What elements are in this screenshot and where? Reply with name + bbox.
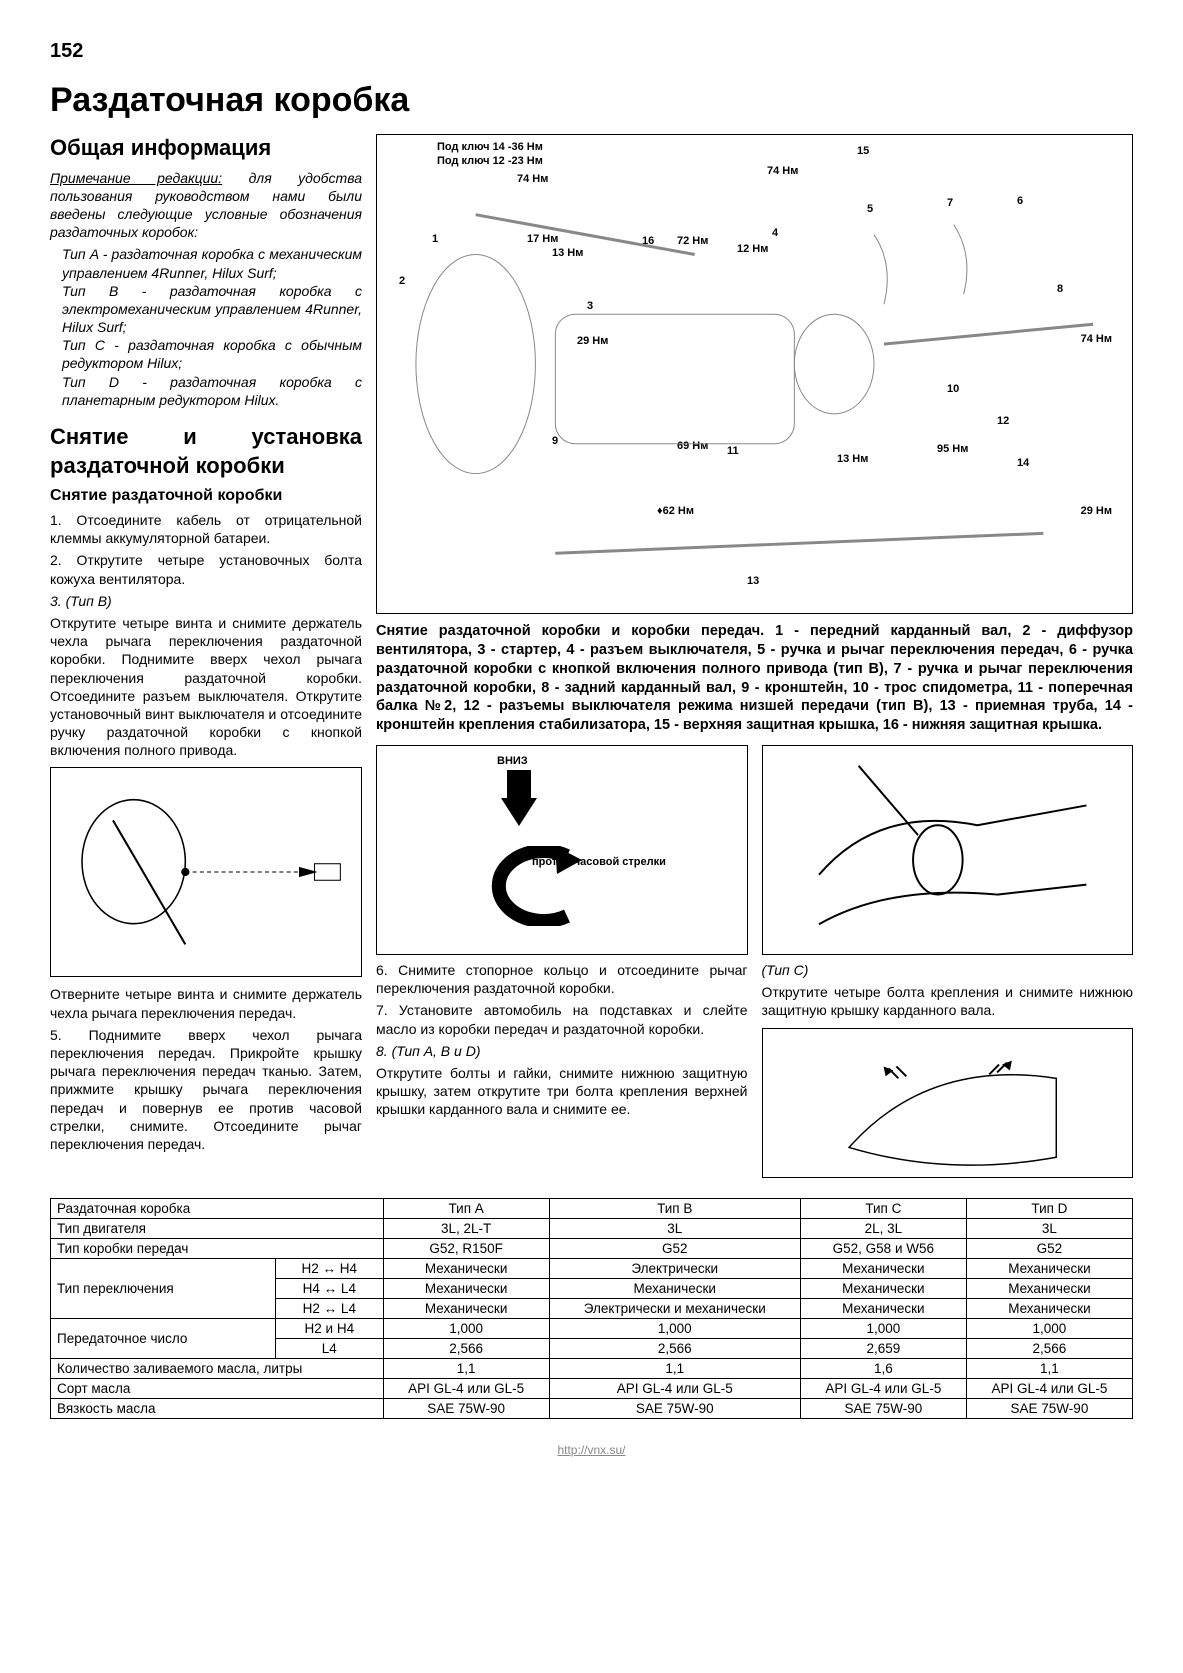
type-c: Тип C - раздаточная коробка с обычным ре… bbox=[62, 336, 362, 372]
tip-c-text: Открутите четыре болта крепления и сними… bbox=[762, 983, 1134, 1019]
cell: API GL-4 или GL-5 bbox=[800, 1378, 966, 1398]
row-switch-label: Тип переключения bbox=[51, 1258, 276, 1318]
cell: SAE 75W-90 bbox=[549, 1398, 800, 1418]
diagram-lever-removal bbox=[50, 767, 362, 977]
cell: 1,000 bbox=[800, 1318, 966, 1338]
cell: H2 ↔ H4 bbox=[276, 1258, 384, 1278]
editor-note: Примечание редакции: для удобства пользо… bbox=[50, 169, 362, 242]
cell: SAE 75W-90 bbox=[800, 1398, 966, 1418]
tip-c-label: (Тип C) bbox=[762, 961, 1134, 979]
cell: 3L bbox=[549, 1218, 800, 1238]
cell: Механически bbox=[383, 1258, 549, 1278]
cell: Механически bbox=[383, 1278, 549, 1298]
step-8-head: 8. (Тип A, B и D) bbox=[376, 1043, 481, 1059]
cell: Механически bbox=[966, 1298, 1132, 1318]
th-transfer: Раздаточная коробка bbox=[51, 1198, 384, 1218]
type-d: Тип D - раздаточная коробка с планетарны… bbox=[62, 373, 362, 409]
cell: 1,000 bbox=[549, 1318, 800, 1338]
cell: 1,1 bbox=[383, 1358, 549, 1378]
type-a: Тип A - раздаточная коробка с механическ… bbox=[62, 245, 362, 281]
cell: 1,000 bbox=[966, 1318, 1132, 1338]
cell: API GL-4 или GL-5 bbox=[966, 1378, 1132, 1398]
type-b: Тип B - раздаточная коробка с электромех… bbox=[62, 282, 362, 337]
footer-link[interactable]: http://vnx.su/ bbox=[50, 1443, 1133, 1457]
cell: Механически bbox=[383, 1298, 549, 1318]
cell: L4 bbox=[276, 1338, 384, 1358]
arrow-label-down: ВНИЗ bbox=[497, 754, 528, 768]
main-diagram-caption: Снятие раздаточной коробки и коробки пер… bbox=[376, 622, 1133, 735]
th-type-c: Тип C bbox=[800, 1198, 966, 1218]
cell: Механически bbox=[966, 1278, 1132, 1298]
cell: H2 ↔ L4 bbox=[276, 1298, 384, 1318]
cell: 1,1 bbox=[549, 1358, 800, 1378]
cell: Механически bbox=[800, 1258, 966, 1278]
cell: Электрически bbox=[549, 1258, 800, 1278]
cell: 2,566 bbox=[549, 1338, 800, 1358]
step-2: 2. Открутите четыре установочных болта к… bbox=[50, 551, 362, 587]
cell: 1,1 bbox=[966, 1358, 1132, 1378]
cell: Механически bbox=[800, 1298, 966, 1318]
row-viscosity-label: Вязкость масла bbox=[51, 1398, 384, 1418]
cell: API GL-4 или GL-5 bbox=[383, 1378, 549, 1398]
sub-heading-removal: Снятие раздаточной коробки bbox=[50, 486, 362, 507]
cell: G52 bbox=[966, 1238, 1132, 1258]
diagram-cover-bolts bbox=[762, 1028, 1134, 1178]
cell: Механически bbox=[966, 1258, 1132, 1278]
diagram-arrow-ccw: ВНИЗ против часовой стрелки bbox=[376, 745, 748, 955]
arrow-label-ccw: против часовой стрелки bbox=[532, 856, 666, 868]
th-type-d: Тип D bbox=[966, 1198, 1132, 1218]
cell: G52 bbox=[549, 1238, 800, 1258]
section-heading-general: Общая информация bbox=[50, 134, 362, 163]
step-3-body: Открутите четыре винта и снимите держате… bbox=[50, 614, 362, 760]
cell: API GL-4 или GL-5 bbox=[549, 1378, 800, 1398]
editor-note-lead: Примечание редакции: bbox=[50, 170, 222, 186]
step-6: 6. Снимите стопорное кольцо и отсоединит… bbox=[376, 961, 748, 997]
step-3-head: 3. (Тип B) bbox=[50, 593, 112, 609]
step-7: 7. Установите автомобиль на подставках и… bbox=[376, 1001, 748, 1037]
cell: G52, G58 и W56 bbox=[800, 1238, 966, 1258]
cell: SAE 75W-90 bbox=[966, 1398, 1132, 1418]
row-engine-label: Тип двигателя bbox=[51, 1218, 384, 1238]
cell: Механически bbox=[549, 1278, 800, 1298]
cell: 1,000 bbox=[383, 1318, 549, 1338]
row-ratio-label: Передаточное число bbox=[51, 1318, 276, 1358]
cell: Электрически и механически bbox=[549, 1298, 800, 1318]
cell: G52, R150F bbox=[383, 1238, 549, 1258]
step-1: 1. Отсоедините кабель от отрицательной к… bbox=[50, 511, 362, 547]
page-number: 152 bbox=[50, 40, 1133, 63]
cell: 2,659 bbox=[800, 1338, 966, 1358]
section-heading-removal: Снятие и установка раздаточной коробки bbox=[50, 423, 362, 480]
row-grade-label: Сорт масла bbox=[51, 1378, 384, 1398]
cell: 2L, 3L bbox=[800, 1218, 966, 1238]
th-type-b: Тип B bbox=[549, 1198, 800, 1218]
row-oilqty-label: Количество заливаемого масла, литры bbox=[51, 1358, 384, 1378]
cell: H4 ↔ L4 bbox=[276, 1278, 384, 1298]
th-type-a: Тип A bbox=[383, 1198, 549, 1218]
step-8-body: Открутите болты и гайки, снимите нижнюю … bbox=[376, 1064, 748, 1119]
cell: SAE 75W-90 bbox=[383, 1398, 549, 1418]
diagram-ring-removal bbox=[762, 745, 1134, 955]
cell: Механически bbox=[800, 1278, 966, 1298]
cell: 2,566 bbox=[383, 1338, 549, 1358]
step-4: Отверните четыре винта и снимите держате… bbox=[50, 985, 362, 1021]
cell: 3L, 2L-T bbox=[383, 1218, 549, 1238]
cell: H2 и H4 bbox=[276, 1318, 384, 1338]
spec-table: Раздаточная коробка Тип A Тип B Тип C Ти… bbox=[50, 1198, 1133, 1419]
page-title: Раздаточная коробка bbox=[50, 81, 1133, 120]
cell: 2,566 bbox=[966, 1338, 1132, 1358]
cell: 1,6 bbox=[800, 1358, 966, 1378]
main-exploded-diagram: Под ключ 14 -36 Нм Под ключ 12 -23 Нм 74… bbox=[376, 134, 1133, 614]
step-5: 5. Поднимите вверх чехол рычага переключ… bbox=[50, 1026, 362, 1153]
row-gearbox-label: Тип коробки передач bbox=[51, 1238, 384, 1258]
cell: 3L bbox=[966, 1218, 1132, 1238]
